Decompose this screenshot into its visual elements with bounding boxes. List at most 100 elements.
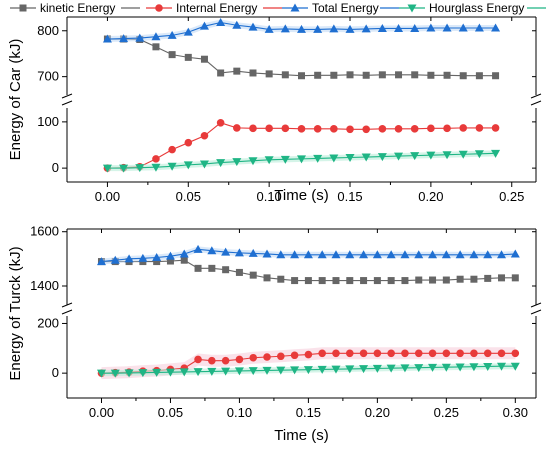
data-point xyxy=(194,264,202,272)
data-point xyxy=(200,131,209,140)
axis-break-mark xyxy=(530,93,542,99)
data-point xyxy=(318,349,326,358)
data-point xyxy=(221,367,231,376)
data-point xyxy=(469,250,479,259)
data-point xyxy=(222,266,230,274)
data-point xyxy=(280,155,290,164)
data-point xyxy=(265,124,273,133)
data-point xyxy=(96,257,106,266)
data-point xyxy=(469,363,479,372)
data-point xyxy=(124,254,134,263)
data-point xyxy=(459,72,467,80)
x-tick-label: 0.00 xyxy=(89,405,114,420)
data-point xyxy=(152,155,160,163)
data-point xyxy=(313,24,323,33)
data-point xyxy=(135,33,145,42)
axis-break-mark xyxy=(61,93,73,99)
data-point xyxy=(234,367,244,376)
y-tick-label: 100 xyxy=(37,114,59,129)
x-tick-label: 0.05 xyxy=(176,189,201,204)
series-band xyxy=(101,347,516,380)
data-point xyxy=(497,349,506,358)
legend-label: Hourglass Energy xyxy=(429,1,524,15)
data-point xyxy=(184,138,193,147)
data-point xyxy=(290,250,300,259)
data-point xyxy=(427,124,435,133)
data-point xyxy=(297,155,306,164)
legend-swatch-marker xyxy=(407,4,417,13)
data-point xyxy=(387,349,395,358)
data-point xyxy=(511,274,519,282)
chart-panel-2: 0.00 0.05 0.10 0.15 0.20 0.25 0.30 1400 1600 0 200… xyxy=(7,224,542,444)
data-point xyxy=(411,71,419,79)
data-point xyxy=(377,153,387,162)
data-point xyxy=(361,153,371,162)
data-point xyxy=(443,71,451,79)
y-axis-title: Energy of Car (kJ) xyxy=(7,39,24,161)
data-point xyxy=(346,71,354,79)
axis-break-mark xyxy=(61,302,73,308)
data-point xyxy=(317,250,327,259)
data-point xyxy=(249,353,258,362)
data-point xyxy=(152,368,162,377)
axis-break-mark xyxy=(61,309,73,315)
data-point xyxy=(207,246,217,255)
data-point xyxy=(167,30,177,39)
data-point xyxy=(314,71,322,79)
data-point xyxy=(249,271,257,279)
data-point xyxy=(199,21,209,30)
data-point xyxy=(208,264,216,272)
data-point xyxy=(318,277,326,285)
legend-swatch-marker xyxy=(290,3,300,12)
x-tick-label: 0.25 xyxy=(434,405,459,420)
data-point xyxy=(474,23,484,32)
data-point xyxy=(119,34,129,43)
data-point xyxy=(110,369,120,378)
data-point xyxy=(330,71,338,79)
data-point xyxy=(165,251,175,260)
data-point xyxy=(262,366,272,375)
data-point xyxy=(415,276,423,284)
x-tick-label: 0.05 xyxy=(158,405,183,420)
data-point xyxy=(400,364,410,373)
data-point xyxy=(491,23,501,32)
data-point xyxy=(280,24,290,33)
data-point xyxy=(332,349,340,358)
data-point xyxy=(276,366,286,375)
data-point xyxy=(359,250,369,259)
data-point xyxy=(401,349,409,358)
data-point xyxy=(427,71,435,79)
data-point xyxy=(290,351,299,360)
data-point xyxy=(248,248,258,257)
data-point xyxy=(483,250,493,259)
data-point xyxy=(497,250,507,259)
data-point xyxy=(233,124,241,132)
data-point xyxy=(277,352,285,361)
data-point xyxy=(119,164,129,173)
data-point xyxy=(498,274,506,282)
data-point xyxy=(410,125,419,133)
chart-panel-1: 0.00 0.05 0.10 0.15 0.20 0.25 700 800 0 100 Time (… xyxy=(7,16,542,204)
x-axis-title: Time (s) xyxy=(274,427,328,444)
data-point xyxy=(510,249,520,258)
data-point xyxy=(386,364,396,373)
data-point xyxy=(395,71,403,79)
data-point xyxy=(410,23,420,32)
data-point xyxy=(317,365,327,374)
data-point xyxy=(475,124,484,132)
data-point xyxy=(345,153,355,162)
data-point xyxy=(281,124,290,133)
data-point xyxy=(455,363,465,372)
data-point xyxy=(497,362,507,371)
data-point xyxy=(168,51,176,59)
data-point xyxy=(345,349,354,358)
data-point xyxy=(484,274,492,282)
data-point xyxy=(184,53,192,61)
series-kinetic-energy xyxy=(103,35,500,80)
data-point xyxy=(167,162,177,171)
data-point xyxy=(298,72,305,80)
data-point xyxy=(401,277,409,285)
data-point xyxy=(216,18,226,27)
series-hourglass-energy xyxy=(102,149,501,173)
data-point xyxy=(152,253,162,261)
